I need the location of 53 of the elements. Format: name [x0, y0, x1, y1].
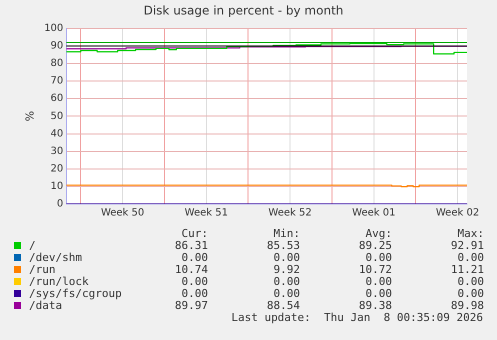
- y-tick-label: 60: [50, 93, 64, 104]
- text: 86.31: [174, 239, 208, 252]
- text: Min:: [272, 227, 300, 240]
- y-axis-title: %: [23, 110, 36, 122]
- y-tick-label: 20: [50, 163, 64, 174]
- y-tick-label: 80: [50, 58, 64, 70]
- x-tick-label: Week 01: [352, 208, 396, 219]
- legend-label: /sys/fs/cgroup: [29, 287, 122, 300]
- x-tick-label: Week 52: [268, 208, 312, 219]
- text: Max:: [456, 227, 484, 240]
- legend-label: /run/lock: [29, 275, 90, 288]
- x-tick-label: Week 51: [184, 208, 228, 219]
- text: Avg:: [364, 227, 392, 240]
- text: 10.74: [174, 263, 208, 276]
- text: 0.00: [456, 251, 484, 264]
- text: Cur:: [180, 227, 208, 240]
- text: 0.00: [182, 287, 208, 300]
- text: 88.54: [266, 299, 300, 312]
- text: 0.00: [364, 287, 392, 300]
- text: 0.00: [364, 275, 392, 288]
- legend-label: /: [29, 239, 37, 252]
- text: 0.00: [180, 251, 208, 264]
- text: 0.00: [456, 287, 484, 300]
- text: 89.25: [358, 239, 392, 252]
- text: 89.38: [358, 299, 392, 312]
- text: 11.21: [450, 263, 484, 276]
- text: 0.00: [272, 251, 300, 264]
- legend-label: /data: [29, 299, 62, 312]
- text: 0.00: [180, 275, 208, 288]
- x-tick-label: Week 02: [436, 208, 480, 219]
- text: 0.00: [272, 275, 300, 288]
- text: 0.00: [456, 275, 484, 288]
- y-tick-label: 40: [50, 128, 64, 140]
- x-tick-label: Week 50: [100, 208, 144, 219]
- legend-label: /run: [29, 263, 56, 276]
- y-tick-label: 50: [50, 110, 64, 122]
- y-tick-label: 10: [50, 181, 64, 192]
- chart-title: Disk usage in percent - by month: [144, 3, 344, 18]
- y-tick-label: 100: [44, 22, 64, 34]
- y-tick-label: 30: [50, 146, 64, 157]
- y-tick-label: 90: [50, 40, 64, 52]
- text: 0.00: [272, 287, 300, 300]
- text: 89.98: [450, 299, 484, 312]
- text: Last update: Thu Jan 8 00:35:09 2026: [230, 311, 483, 324]
- text: 89.97: [174, 299, 208, 312]
- text: 92.91: [450, 239, 484, 252]
- legend-label: /dev/shm: [29, 251, 83, 264]
- y-tick-label: 70: [50, 76, 64, 87]
- text: 85.53: [266, 239, 300, 252]
- text: 10.72: [358, 263, 392, 276]
- text: 9.92: [272, 263, 300, 276]
- text: 0.00: [364, 251, 392, 264]
- y-tick-label: 0: [56, 198, 64, 210]
